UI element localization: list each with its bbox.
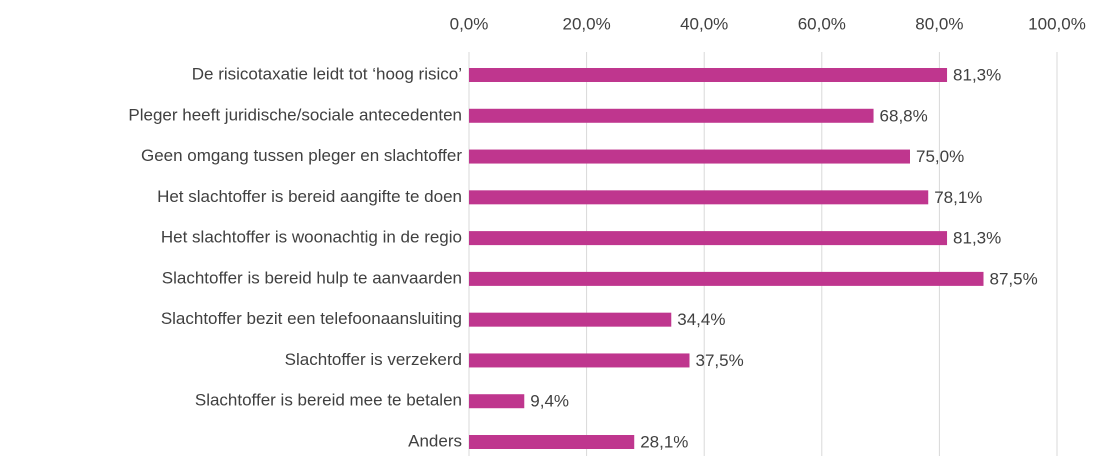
data-label: 81,3% <box>953 229 1001 248</box>
data-label: 87,5% <box>990 269 1038 288</box>
y-tick-label: Anders <box>408 431 462 450</box>
bar <box>469 435 635 449</box>
data-label: 37,5% <box>696 351 744 370</box>
y-tick-label: Pleger heeft juridische/sociale antecede… <box>128 105 462 124</box>
y-tick-label: De risicotaxatie leidt tot ‘hoog risico’ <box>192 64 462 83</box>
data-label: 68,8% <box>880 106 928 125</box>
bar <box>469 108 874 123</box>
data-label: 81,3% <box>953 65 1001 84</box>
x-tick-label: 20,0% <box>562 14 610 33</box>
y-tick-label: Slachtoffer is bereid mee te betalen <box>195 391 462 410</box>
x-tick-label: 40,0% <box>680 14 728 33</box>
x-tick-label: 60,0% <box>798 14 846 33</box>
bar <box>469 149 910 164</box>
data-label: 78,1% <box>934 188 982 207</box>
data-label: 9,4% <box>530 392 569 411</box>
y-tick-label: Het slachtoffer is bereid aangifte te do… <box>157 187 462 206</box>
x-tick-label: 100,0% <box>1028 14 1086 33</box>
bar <box>469 394 525 409</box>
bar <box>469 271 984 286</box>
data-label: 34,4% <box>677 310 725 329</box>
bar <box>469 68 948 82</box>
y-tick-label: Geen omgang tussen pleger en slachtoffer <box>141 146 462 165</box>
x-tick-label: 0,0% <box>450 14 489 33</box>
y-tick-label: Slachtoffer is verzekerd <box>285 350 462 369</box>
y-tick-label: Het slachtoffer is woonachtig in de regi… <box>161 228 462 247</box>
bar <box>469 312 672 327</box>
bar <box>469 353 690 368</box>
data-label: 28,1% <box>640 432 688 451</box>
data-label: 75,0% <box>916 147 964 166</box>
y-tick-label: Slachtoffer is bereid hulp te aanvaarden <box>162 268 462 287</box>
bar <box>469 190 929 205</box>
bar <box>469 231 948 246</box>
x-tick-label: 80,0% <box>915 14 963 33</box>
y-tick-label: Slachtoffer bezit een telefoonaansluitin… <box>161 309 462 328</box>
